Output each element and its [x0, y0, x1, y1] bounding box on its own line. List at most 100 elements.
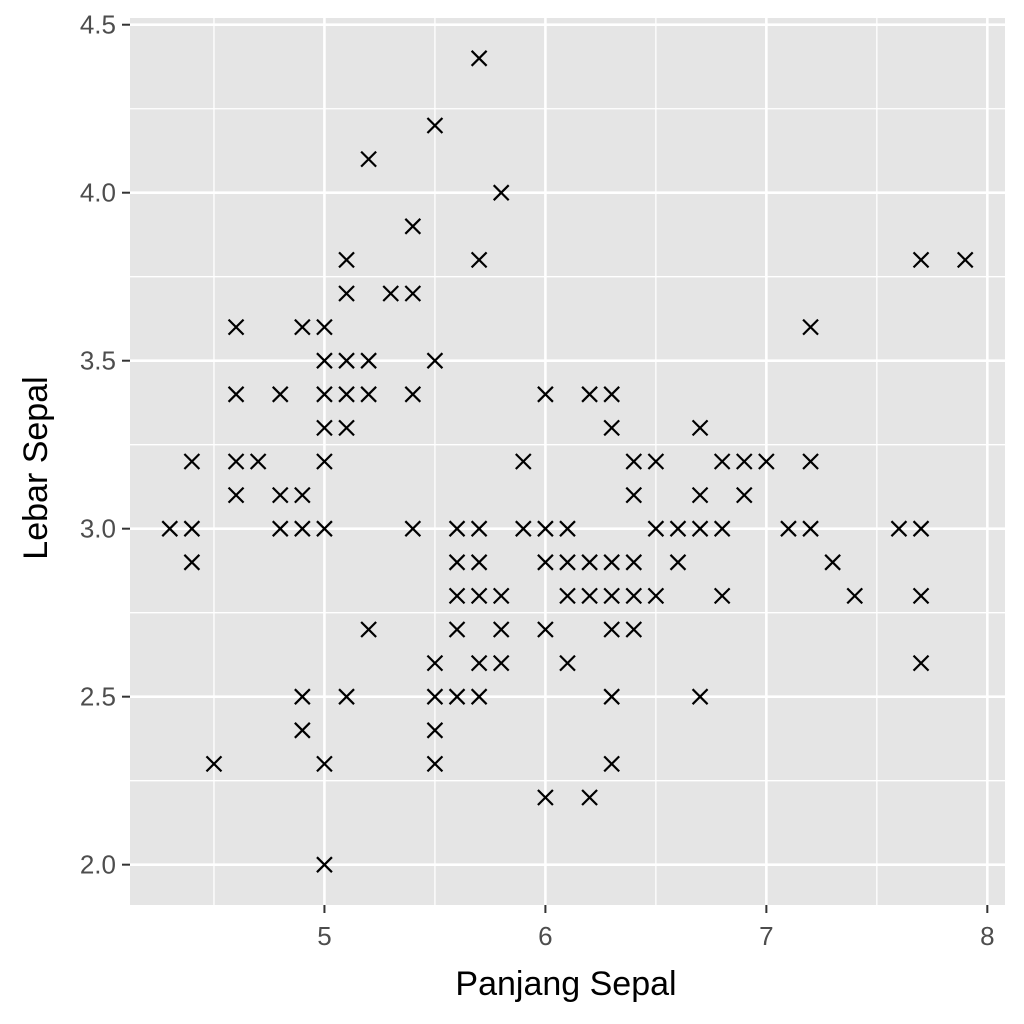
- x-tick-label: 8: [980, 921, 994, 951]
- data-point: [249, 453, 267, 470]
- data-point: [846, 587, 864, 605]
- data-point: [492, 654, 510, 672]
- data-point: [647, 453, 665, 470]
- data-point: [470, 654, 488, 672]
- data-point: [691, 520, 709, 537]
- data-point: [515, 453, 532, 470]
- data-point: [470, 688, 488, 705]
- data-point: [448, 587, 466, 605]
- data-point: [581, 789, 598, 806]
- data-point: [360, 621, 377, 638]
- data-point: [625, 486, 643, 504]
- data-point: [470, 587, 488, 605]
- data-point: [338, 386, 355, 403]
- data-point: [691, 688, 709, 705]
- data-point: [802, 453, 819, 470]
- data-point: [758, 453, 775, 470]
- data-point: [183, 520, 201, 537]
- data-point: [227, 386, 245, 403]
- data-point: [470, 520, 488, 537]
- data-point: [448, 554, 466, 571]
- data-point: [338, 688, 355, 705]
- data-point: [537, 386, 554, 403]
- data-point: [205, 755, 223, 773]
- data-point: [647, 520, 665, 537]
- data-point: [294, 486, 311, 504]
- data-point: [294, 318, 311, 336]
- data-point: [426, 722, 444, 739]
- x-axis-title: Panjang Sepal: [455, 965, 676, 1003]
- data-point: [625, 554, 643, 571]
- y-tick-label: 4.5: [80, 10, 116, 40]
- data-point: [227, 318, 245, 336]
- y-axis-title: Lebar Sepal: [17, 376, 55, 559]
- data-point: [537, 621, 554, 638]
- data-point: [603, 621, 620, 638]
- data-point: [227, 453, 245, 470]
- data-point: [603, 554, 620, 571]
- data-point: [448, 621, 466, 638]
- data-point: [735, 486, 753, 504]
- data-point: [492, 184, 510, 201]
- data-point: [404, 285, 422, 302]
- data-point: [581, 554, 598, 571]
- data-point: [316, 352, 333, 369]
- data-point: [294, 688, 311, 705]
- data-point: [316, 755, 333, 773]
- data-point: [780, 520, 797, 537]
- data-point: [603, 688, 620, 705]
- data-point: [404, 218, 422, 235]
- data-point: [890, 520, 908, 537]
- data-point: [537, 520, 554, 537]
- data-point: [426, 654, 444, 672]
- data-point: [537, 554, 554, 571]
- plot-panel: [130, 18, 1005, 905]
- data-point: [625, 621, 643, 638]
- grid-major: [130, 18, 1005, 905]
- data-point: [669, 520, 687, 537]
- data-point: [470, 251, 488, 269]
- data-point: [316, 386, 333, 403]
- data-point: [426, 352, 444, 369]
- data-point: [625, 453, 643, 470]
- data-point: [735, 453, 753, 470]
- data-point: [603, 587, 620, 605]
- data-point: [316, 453, 333, 470]
- data-point: [404, 520, 422, 537]
- data-point: [338, 352, 355, 369]
- data-point: [338, 285, 355, 302]
- y-tick-label: 3.0: [80, 514, 116, 544]
- data-point: [956, 251, 974, 269]
- data-point: [316, 318, 333, 336]
- data-point: [161, 520, 179, 537]
- data-points: [161, 50, 974, 873]
- data-point: [426, 688, 444, 705]
- data-point: [316, 856, 333, 873]
- data-point: [338, 251, 355, 269]
- data-point: [603, 386, 620, 403]
- data-point: [294, 520, 311, 537]
- data-point: [360, 150, 377, 168]
- data-point: [448, 688, 466, 705]
- data-point: [271, 486, 289, 504]
- x-tick-label: 6: [538, 921, 552, 951]
- data-point: [515, 520, 532, 537]
- data-point: [360, 352, 377, 369]
- data-point: [271, 386, 289, 403]
- data-point: [338, 419, 355, 437]
- x-tick-label: 7: [759, 921, 773, 951]
- data-point: [492, 587, 510, 605]
- data-point: [470, 50, 488, 67]
- data-point: [360, 386, 377, 403]
- data-point: [912, 251, 930, 269]
- data-point: [559, 520, 576, 537]
- data-point: [603, 755, 620, 773]
- data-point: [559, 587, 576, 605]
- data-point: [559, 654, 576, 672]
- data-point: [912, 520, 930, 537]
- data-point: [691, 419, 709, 437]
- data-point: [713, 453, 731, 470]
- data-point: [802, 318, 819, 336]
- data-point: [492, 621, 510, 638]
